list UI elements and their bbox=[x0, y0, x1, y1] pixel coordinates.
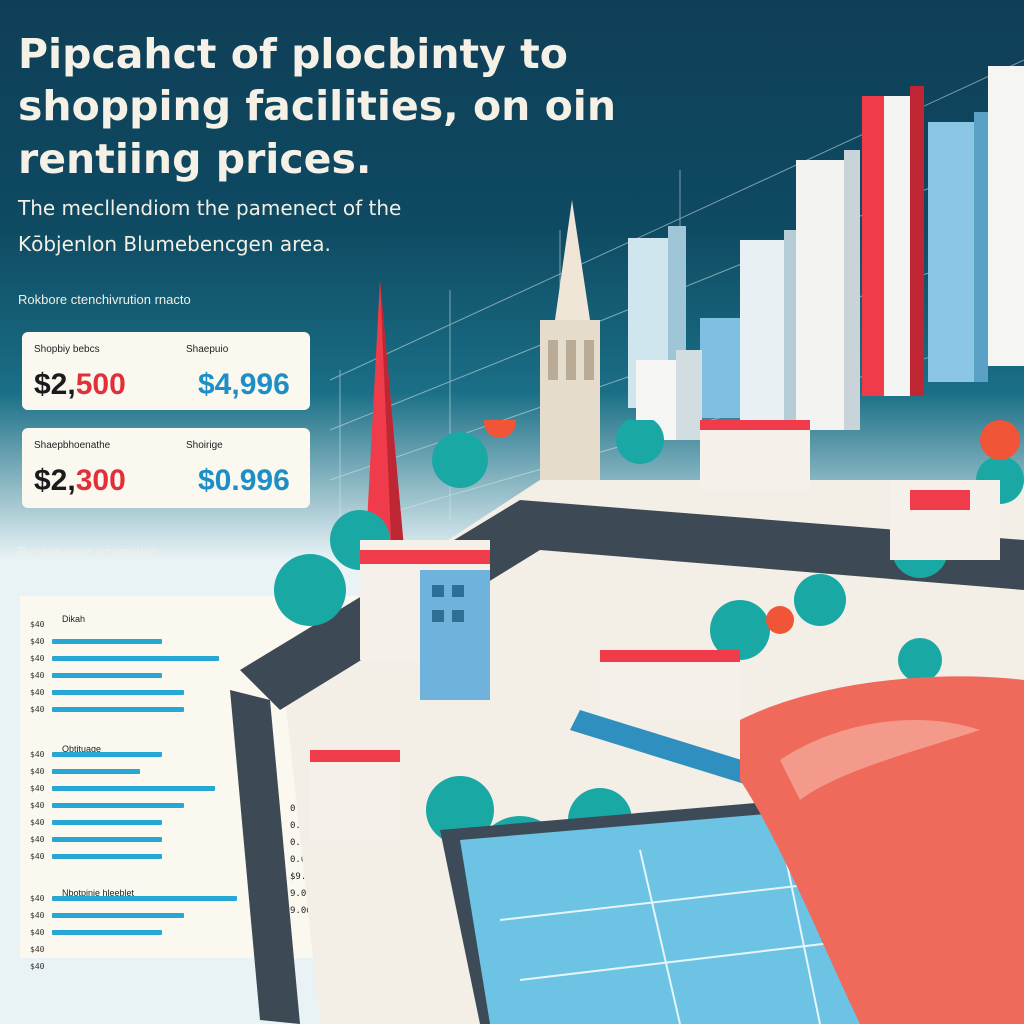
bar-row: $40 bbox=[20, 924, 460, 941]
bar-row: $40 bbox=[20, 746, 460, 763]
bar-tick-label: $40 bbox=[30, 688, 45, 697]
bar-tick-label: $40 bbox=[30, 784, 45, 793]
card2-right-label: Shoirige bbox=[186, 440, 223, 451]
bar bbox=[52, 837, 162, 842]
bar bbox=[52, 930, 162, 935]
bar-row: $40 bbox=[20, 814, 460, 831]
subtitle-line-2: Kōbjenlon Blumebencgen area. bbox=[18, 232, 331, 256]
bar-tick-label: $40 bbox=[30, 767, 45, 776]
bar-tick-label: $40 bbox=[30, 705, 45, 714]
bar-row: $40 bbox=[20, 616, 460, 633]
bar-row: $40 bbox=[20, 907, 460, 924]
number-value: $9.00 bbox=[290, 872, 318, 882]
bar-tick-label: $40 bbox=[30, 928, 45, 937]
bar bbox=[52, 820, 162, 825]
bar-row: $40 bbox=[20, 831, 460, 848]
bar-tick-label: $40 bbox=[30, 637, 45, 646]
bar-tick-label: $40 bbox=[30, 911, 45, 920]
card1-left-label: Shopbiy bebcs bbox=[34, 344, 100, 355]
bar-tick-label: $40 bbox=[30, 671, 45, 680]
price-card-2: Shaepbhoenathe Shoirige $2,300 $0.996 bbox=[22, 428, 310, 508]
bar-row: $40 bbox=[20, 667, 460, 684]
bar-group-3: Nbotpinie hleeblet $40 $40 $40 $40 $40 bbox=[20, 888, 460, 975]
section-label-rent: Rentaa price wzamation . bbox=[18, 544, 165, 559]
bar-group-1: Dikah $40 $40 $40 $40 $40 $40 bbox=[20, 614, 460, 718]
bar bbox=[52, 673, 162, 678]
bar-group-title: Dikah bbox=[62, 614, 86, 624]
bar-tick-label: $40 bbox=[30, 818, 45, 827]
bar-tick-label: $40 bbox=[30, 750, 45, 759]
bar-tick-label: $40 bbox=[30, 945, 45, 954]
number-value: 9.000 bbox=[290, 906, 318, 916]
card2-left-label: Shaepbhoenathe bbox=[34, 440, 111, 451]
bar bbox=[52, 707, 184, 712]
bar-group-title: Nbotpinie hleeblet bbox=[62, 888, 135, 898]
bar bbox=[52, 896, 237, 901]
bar bbox=[52, 854, 162, 859]
bar bbox=[52, 656, 219, 661]
bar bbox=[52, 786, 215, 791]
bar bbox=[52, 639, 162, 644]
bar-group-title: Obtituage bbox=[62, 744, 102, 754]
bar-row: $40 bbox=[20, 650, 460, 667]
bar-row: $40 bbox=[20, 958, 460, 975]
bar-row: $40 bbox=[20, 763, 460, 780]
bar-tick-label: $40 bbox=[30, 894, 45, 903]
bar-tick-label: $40 bbox=[30, 835, 45, 844]
card1-left-value: $2,500 bbox=[34, 368, 126, 401]
price-card-1: Shopbiy bebcs Shaepuio $2,500 $4,996 bbox=[22, 332, 310, 410]
card1-right-label: Shaepuio bbox=[186, 344, 229, 355]
bar-tick-label: $40 bbox=[30, 620, 45, 629]
number-value: 9.000 bbox=[290, 889, 318, 899]
bar-row: $40 bbox=[20, 941, 460, 958]
bar-row: $40 bbox=[20, 797, 460, 814]
bar-row: $40 bbox=[20, 633, 460, 650]
card2-right-value: $0.996 bbox=[198, 464, 290, 497]
bar bbox=[52, 769, 140, 774]
bar-tick-label: $40 bbox=[30, 962, 45, 971]
page-title: Pipcahct of plocbinty to shopping facili… bbox=[18, 30, 617, 183]
bar-tick-label: $40 bbox=[30, 852, 45, 861]
bar-row: $40 bbox=[20, 780, 460, 797]
bar-tick-label: $40 bbox=[30, 654, 45, 663]
bar bbox=[52, 690, 184, 695]
city-illustration bbox=[230, 420, 1024, 1024]
bar bbox=[52, 803, 184, 808]
bar-group-2: Obtituage $40 $40 $40 $40 $40 $40 $40 bbox=[20, 744, 460, 865]
card2-left-value: $2,300 bbox=[34, 464, 126, 497]
section-label-prices: Rokbore ctenchivrution rnacto bbox=[18, 292, 191, 307]
bar-row: $40 bbox=[20, 701, 460, 718]
bar-row: $40 bbox=[20, 848, 460, 865]
bar-tick-label: $40 bbox=[30, 801, 45, 810]
bar-row: $40 bbox=[20, 890, 460, 907]
subtitle-line-1: The mecllendiom the pamenect of the bbox=[18, 196, 402, 220]
bar-row: $40 bbox=[20, 684, 460, 701]
card1-right-value: $4,996 bbox=[198, 368, 290, 401]
bar bbox=[52, 913, 184, 918]
bar bbox=[52, 752, 162, 757]
